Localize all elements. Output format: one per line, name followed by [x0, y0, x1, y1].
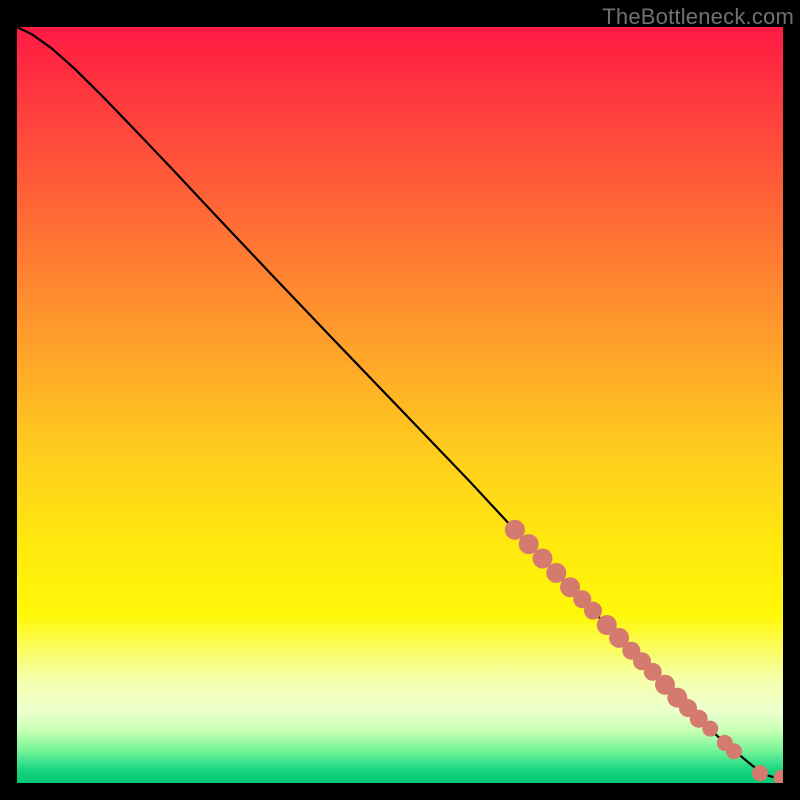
- data-marker: [505, 520, 525, 540]
- watermark-text: TheBottleneck.com: [602, 4, 794, 30]
- chart-svg: [0, 0, 800, 800]
- data-marker: [773, 770, 789, 786]
- gradient-plot-area: [17, 27, 783, 783]
- data-marker: [783, 770, 799, 786]
- data-marker: [702, 721, 718, 737]
- data-marker: [752, 765, 768, 781]
- data-marker: [519, 534, 539, 554]
- stage: TheBottleneck.com: [0, 0, 800, 800]
- data-marker: [726, 743, 742, 759]
- data-marker: [532, 548, 552, 568]
- data-marker: [584, 602, 602, 620]
- data-marker: [546, 563, 566, 583]
